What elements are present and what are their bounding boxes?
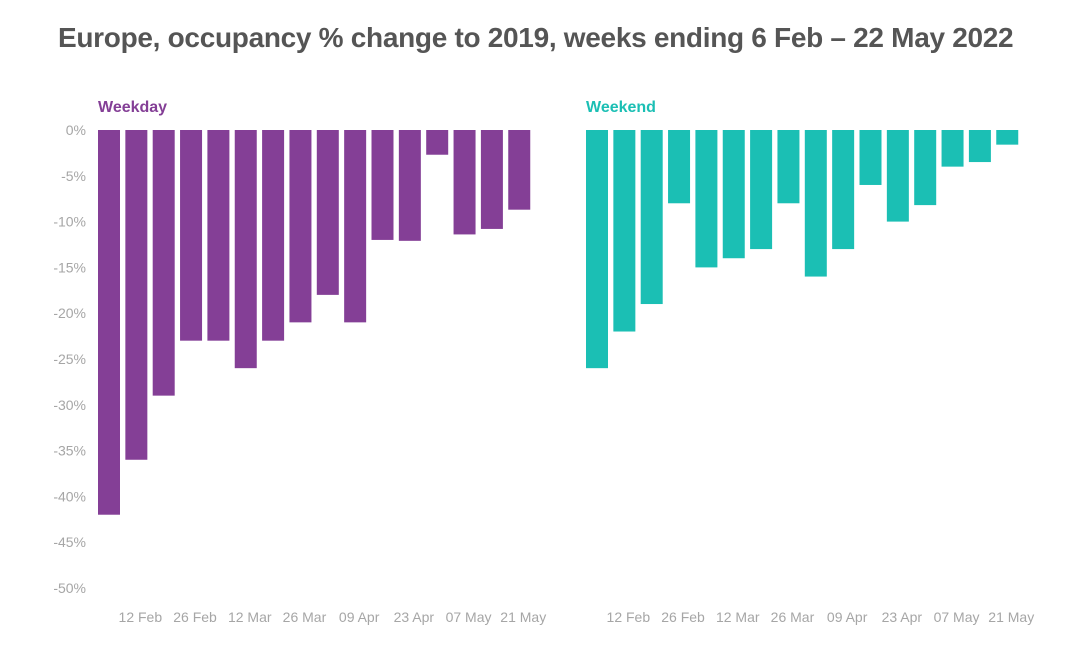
x-tick-label: 21 May bbox=[500, 609, 546, 625]
bar bbox=[234, 130, 257, 369]
bar bbox=[398, 130, 421, 241]
bar bbox=[344, 130, 367, 323]
bar bbox=[426, 130, 449, 155]
y-tick-label: 0% bbox=[66, 122, 86, 138]
bar bbox=[914, 130, 937, 206]
panel-title: Weekend bbox=[586, 99, 656, 116]
y-tick-label: -30% bbox=[53, 397, 86, 413]
bar bbox=[722, 130, 745, 259]
x-tick-label: 12 Mar bbox=[716, 609, 760, 625]
y-tick-label: -35% bbox=[53, 443, 86, 459]
bar bbox=[640, 130, 663, 305]
x-tick-label: 09 Apr bbox=[827, 609, 868, 625]
chart-title: Europe, occupancy % change to 2019, week… bbox=[58, 22, 1014, 53]
y-tick-label: -25% bbox=[53, 351, 86, 367]
bar bbox=[371, 130, 394, 240]
y-tick-label: -10% bbox=[53, 214, 86, 230]
x-tick-label: 23 Apr bbox=[882, 609, 923, 625]
bar bbox=[480, 130, 503, 229]
bar bbox=[668, 130, 691, 204]
y-tick-label: -15% bbox=[53, 259, 86, 275]
x-tick-label: 26 Feb bbox=[173, 609, 217, 625]
panel-weekday: Weekday 12 Feb 26 Feb 12 Mar 26 Mar 09 Apr 23 … bbox=[98, 99, 546, 625]
bar bbox=[125, 130, 148, 460]
panel-weekend: Weekend 12 Feb 26 Feb 12 Mar 26 Mar 09 Apr 23 … bbox=[586, 99, 1034, 625]
y-tick-label: -5% bbox=[61, 168, 86, 184]
x-tick-label: 26 Mar bbox=[283, 609, 327, 625]
y-tick-label: -50% bbox=[53, 580, 86, 596]
x-tick-label: 26 Feb bbox=[661, 609, 705, 625]
x-tick-label: 23 Apr bbox=[394, 609, 435, 625]
bar bbox=[750, 130, 773, 250]
x-tick-label: 12 Mar bbox=[228, 609, 272, 625]
bar bbox=[508, 130, 531, 210]
bar bbox=[207, 130, 230, 341]
x-tick-label: 07 May bbox=[446, 609, 492, 625]
bar bbox=[804, 130, 827, 277]
x-tick-label: 26 Mar bbox=[771, 609, 815, 625]
bar bbox=[859, 130, 882, 185]
bar bbox=[316, 130, 339, 295]
bar bbox=[695, 130, 718, 268]
bar bbox=[289, 130, 312, 323]
bar bbox=[886, 130, 909, 222]
bar bbox=[152, 130, 175, 396]
bar bbox=[968, 130, 991, 163]
panel-title: Weekday bbox=[98, 99, 167, 116]
x-tick-label: 12 Feb bbox=[607, 609, 651, 625]
bar bbox=[453, 130, 476, 235]
y-tick-label: -45% bbox=[53, 534, 86, 550]
bar bbox=[180, 130, 203, 341]
bar bbox=[586, 130, 608, 369]
y-tick-label: -20% bbox=[53, 305, 86, 321]
x-tick-label: 21 May bbox=[988, 609, 1034, 625]
x-tick-label: 09 Apr bbox=[339, 609, 380, 625]
bar bbox=[98, 130, 120, 515]
bar bbox=[941, 130, 964, 167]
x-tick-label: 07 May bbox=[934, 609, 980, 625]
bar bbox=[832, 130, 855, 250]
x-tick-label: 12 Feb bbox=[119, 609, 163, 625]
bar bbox=[777, 130, 800, 204]
y-tick-label: -40% bbox=[53, 488, 86, 504]
bar bbox=[262, 130, 285, 341]
bar bbox=[996, 130, 1019, 145]
bar bbox=[613, 130, 636, 332]
